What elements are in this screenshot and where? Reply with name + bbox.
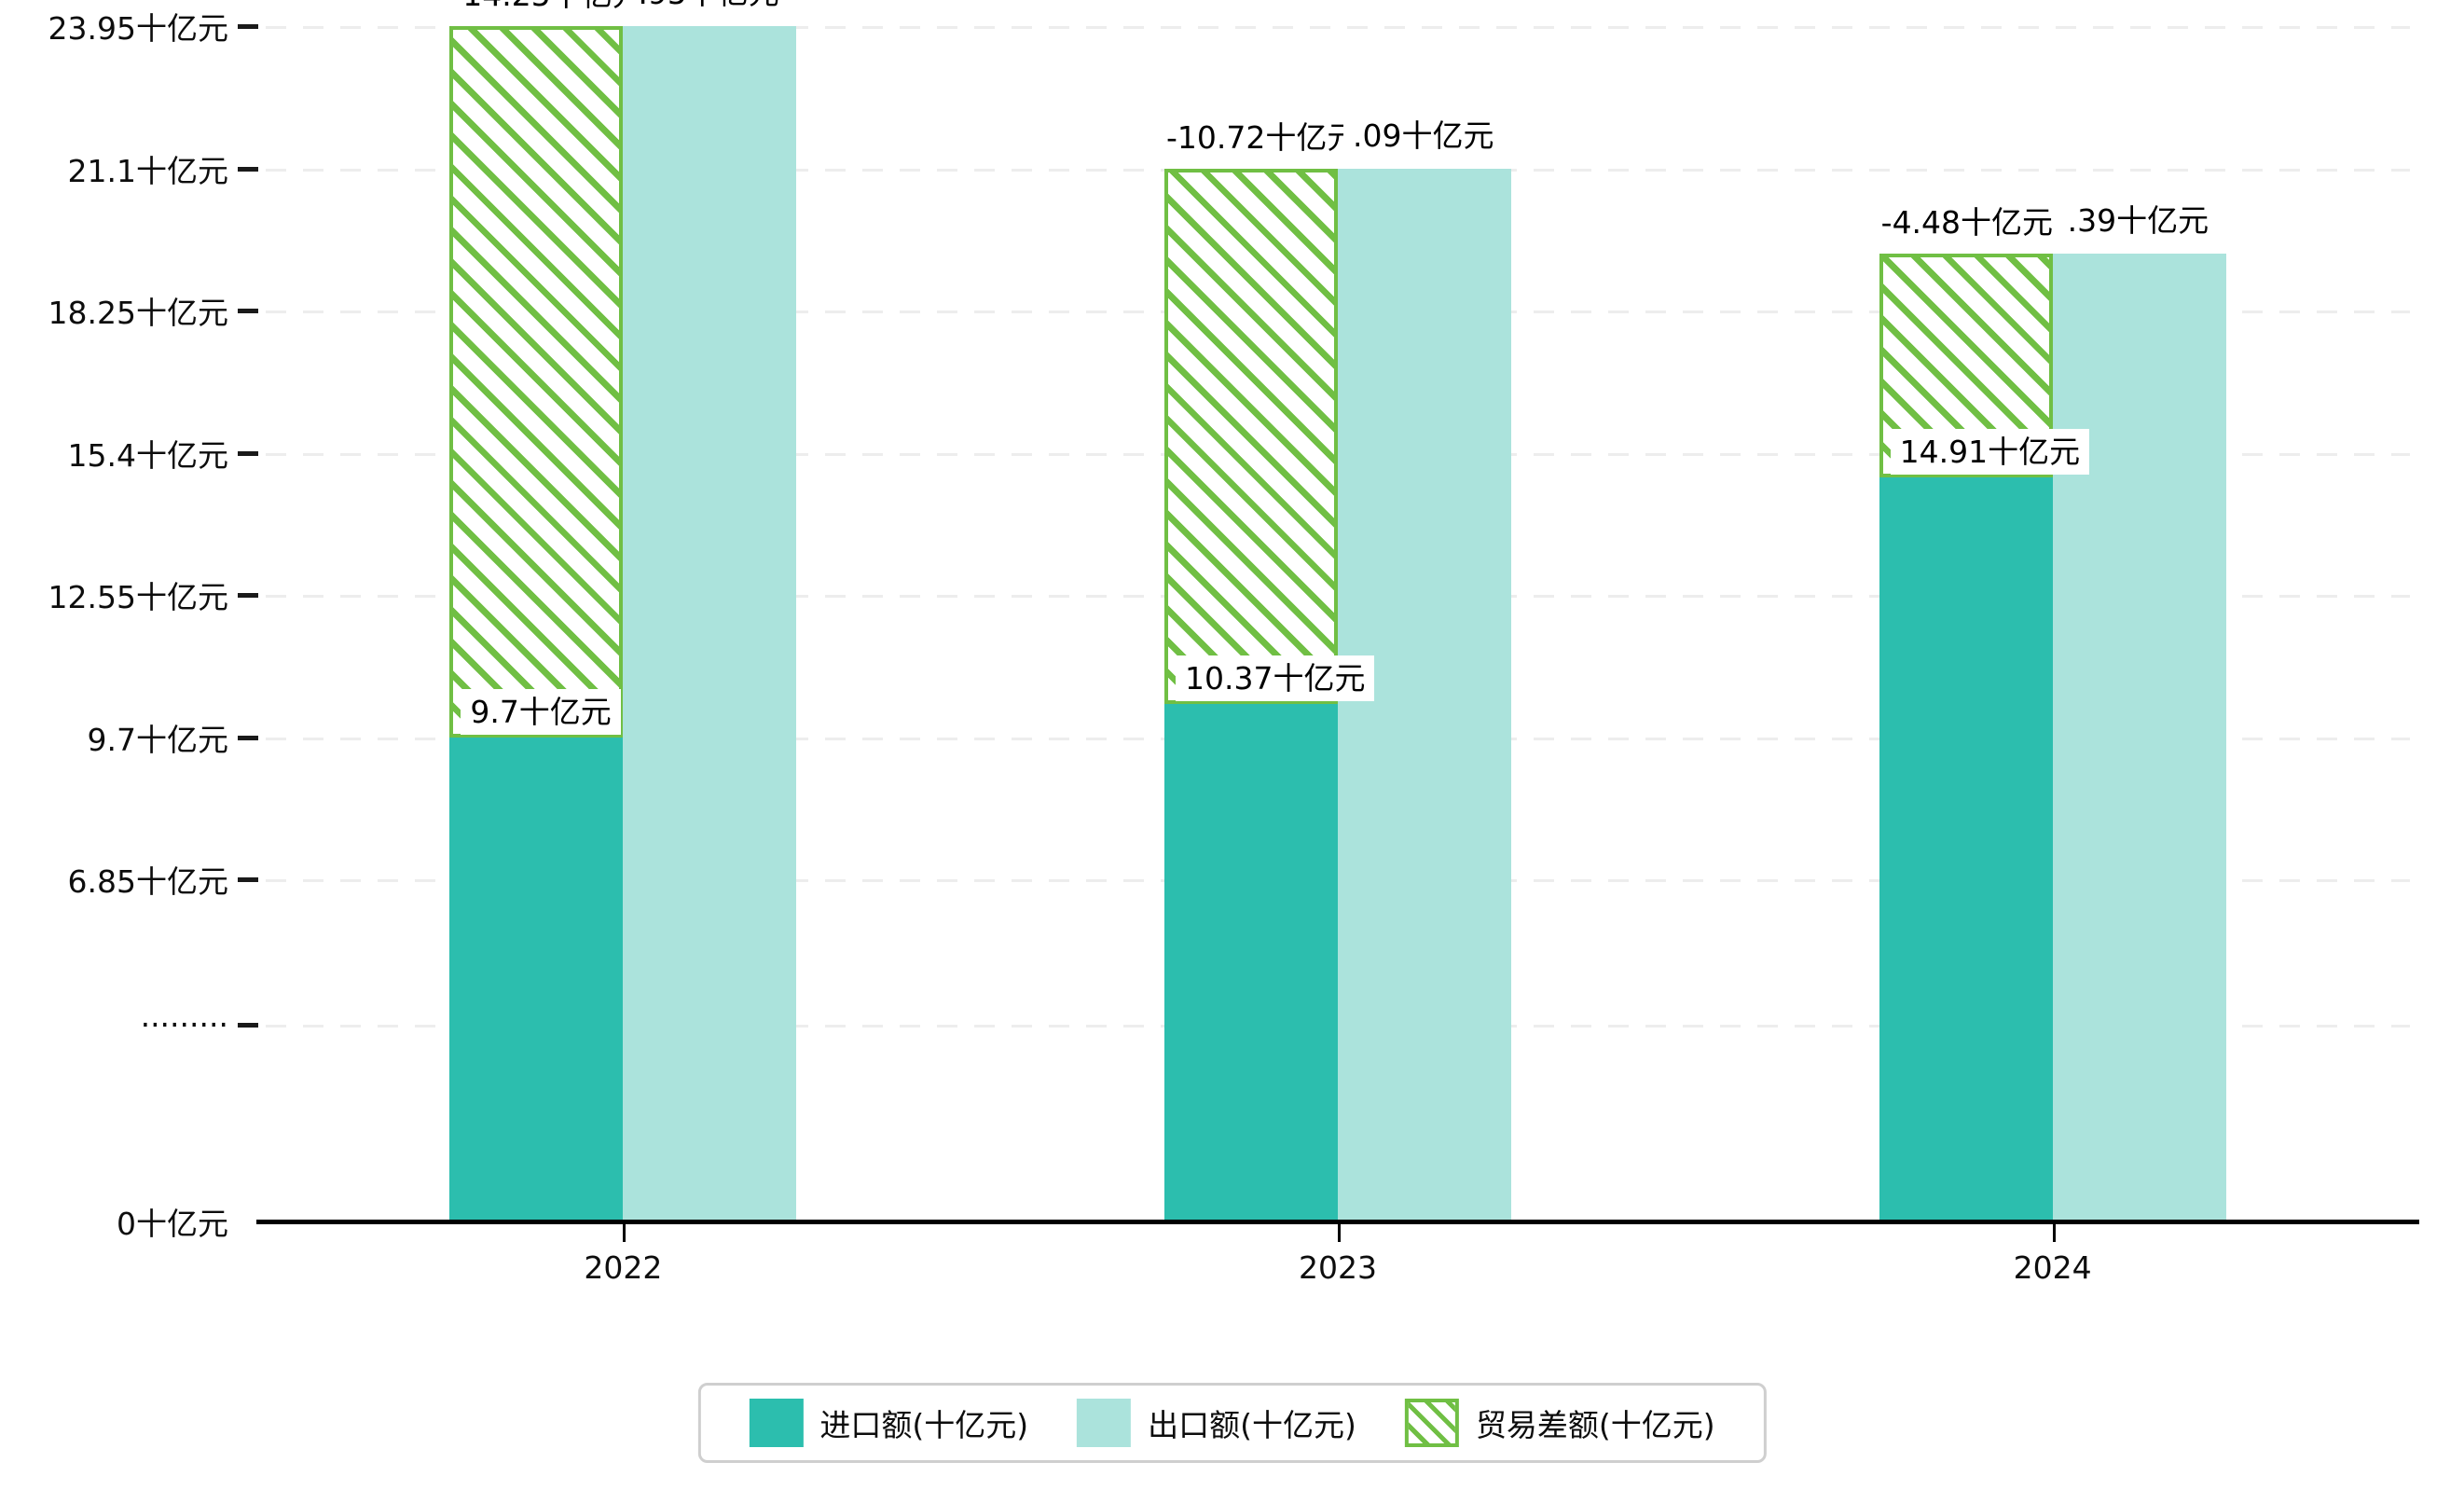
y-axis-tick-mark: [238, 309, 258, 314]
value-label-import: 10.37十亿元: [1176, 655, 1375, 702]
y-axis-tick-label: 0十亿元: [117, 1206, 228, 1242]
y-axis-tick-mark: [238, 593, 258, 599]
bar-export[interactable]: [2052, 254, 2226, 1221]
y-axis-tick-mark: [238, 1022, 258, 1028]
y-axis-tick-label: 12.55十亿元: [48, 579, 228, 616]
x-axis-tick-mark: [623, 1223, 626, 1242]
legend-swatch-icon: [1404, 1399, 1459, 1447]
value-label-trade-balance: -14.25十亿元: [442, 0, 653, 19]
bar-trade-balance[interactable]: [449, 26, 624, 738]
y-axis-tick-mark: [238, 735, 258, 740]
y-axis-tick-mark: [238, 450, 258, 456]
legend-item-label: 贸易差额(十亿元): [1475, 1407, 1715, 1443]
value-label-import: 9.7十亿元: [461, 688, 621, 736]
legend-item[interactable]: 出口额(十亿元): [1053, 1399, 1381, 1447]
plot-area: 9.7十亿元 -14.25十亿元.95十亿元 10.37十亿元 -10.72十亿元.0…: [266, 0, 2410, 1221]
legend: 进口额(十亿元) 出口额(十亿元) 贸易差额(十亿元): [697, 1383, 1767, 1463]
value-label-trade-balance: -4.48十亿元: [1871, 200, 2063, 246]
y-axis-tick-mark: [238, 877, 258, 883]
y-axis-tick-mark: [238, 166, 258, 172]
x-axis-tick-label: 2022: [584, 1249, 663, 1286]
bar-import[interactable]: [1879, 476, 2053, 1221]
y-axis-labels: 0十亿元 ········· 6.85十亿元 9.7十亿元 12.55十亿元 15.4十亿…: [0, 0, 258, 1490]
x-axis-tick-label: 2023: [1299, 1249, 1377, 1286]
bar-import[interactable]: [449, 737, 624, 1221]
legend-item-label: 出口额(十亿元): [1148, 1407, 1356, 1443]
y-axis-tick-label: 15.4十亿元: [67, 436, 228, 474]
x-axis-tick-label: 2024: [2013, 1249, 2092, 1286]
value-label-export: .09十亿元: [1343, 113, 1504, 159]
y-axis-tick-label: 21.1十亿元: [67, 152, 228, 189]
value-label-export: .95十亿元: [628, 0, 789, 17]
y-axis-tick-label: 9.7十亿元: [87, 721, 228, 758]
x-axis-line: [256, 1220, 2419, 1224]
y-axis-tick-label: 18.25十亿元: [48, 295, 228, 332]
bar-export[interactable]: [623, 26, 797, 1221]
legend-swatch-icon: [749, 1399, 804, 1447]
y-axis-tick-label: ·········: [140, 1006, 228, 1043]
value-label-import: 14.91十亿元: [1890, 428, 2090, 476]
value-label-export: .39十亿元: [2058, 198, 2219, 244]
legend-item[interactable]: 贸易差额(十亿元): [1381, 1399, 1740, 1447]
x-axis-tick-mark: [1338, 1223, 1341, 1242]
bar-trade-balance[interactable]: [1164, 169, 1338, 704]
x-axis-tick-mark: [2052, 1223, 2056, 1242]
y-axis-tick-label: 23.95十亿元: [48, 10, 228, 47]
value-label-trade-balance: -10.72十亿元: [1157, 115, 1368, 161]
y-axis-tick-label: 6.85十亿元: [67, 863, 228, 901]
bar-import[interactable]: [1164, 703, 1338, 1221]
legend-item-label: 进口额(十亿元): [819, 1407, 1029, 1443]
y-axis-tick-mark: [238, 24, 258, 29]
legend-item[interactable]: 进口额(十亿元): [724, 1399, 1053, 1447]
legend-swatch-icon: [1077, 1399, 1132, 1447]
gridline: [266, 26, 2410, 29]
